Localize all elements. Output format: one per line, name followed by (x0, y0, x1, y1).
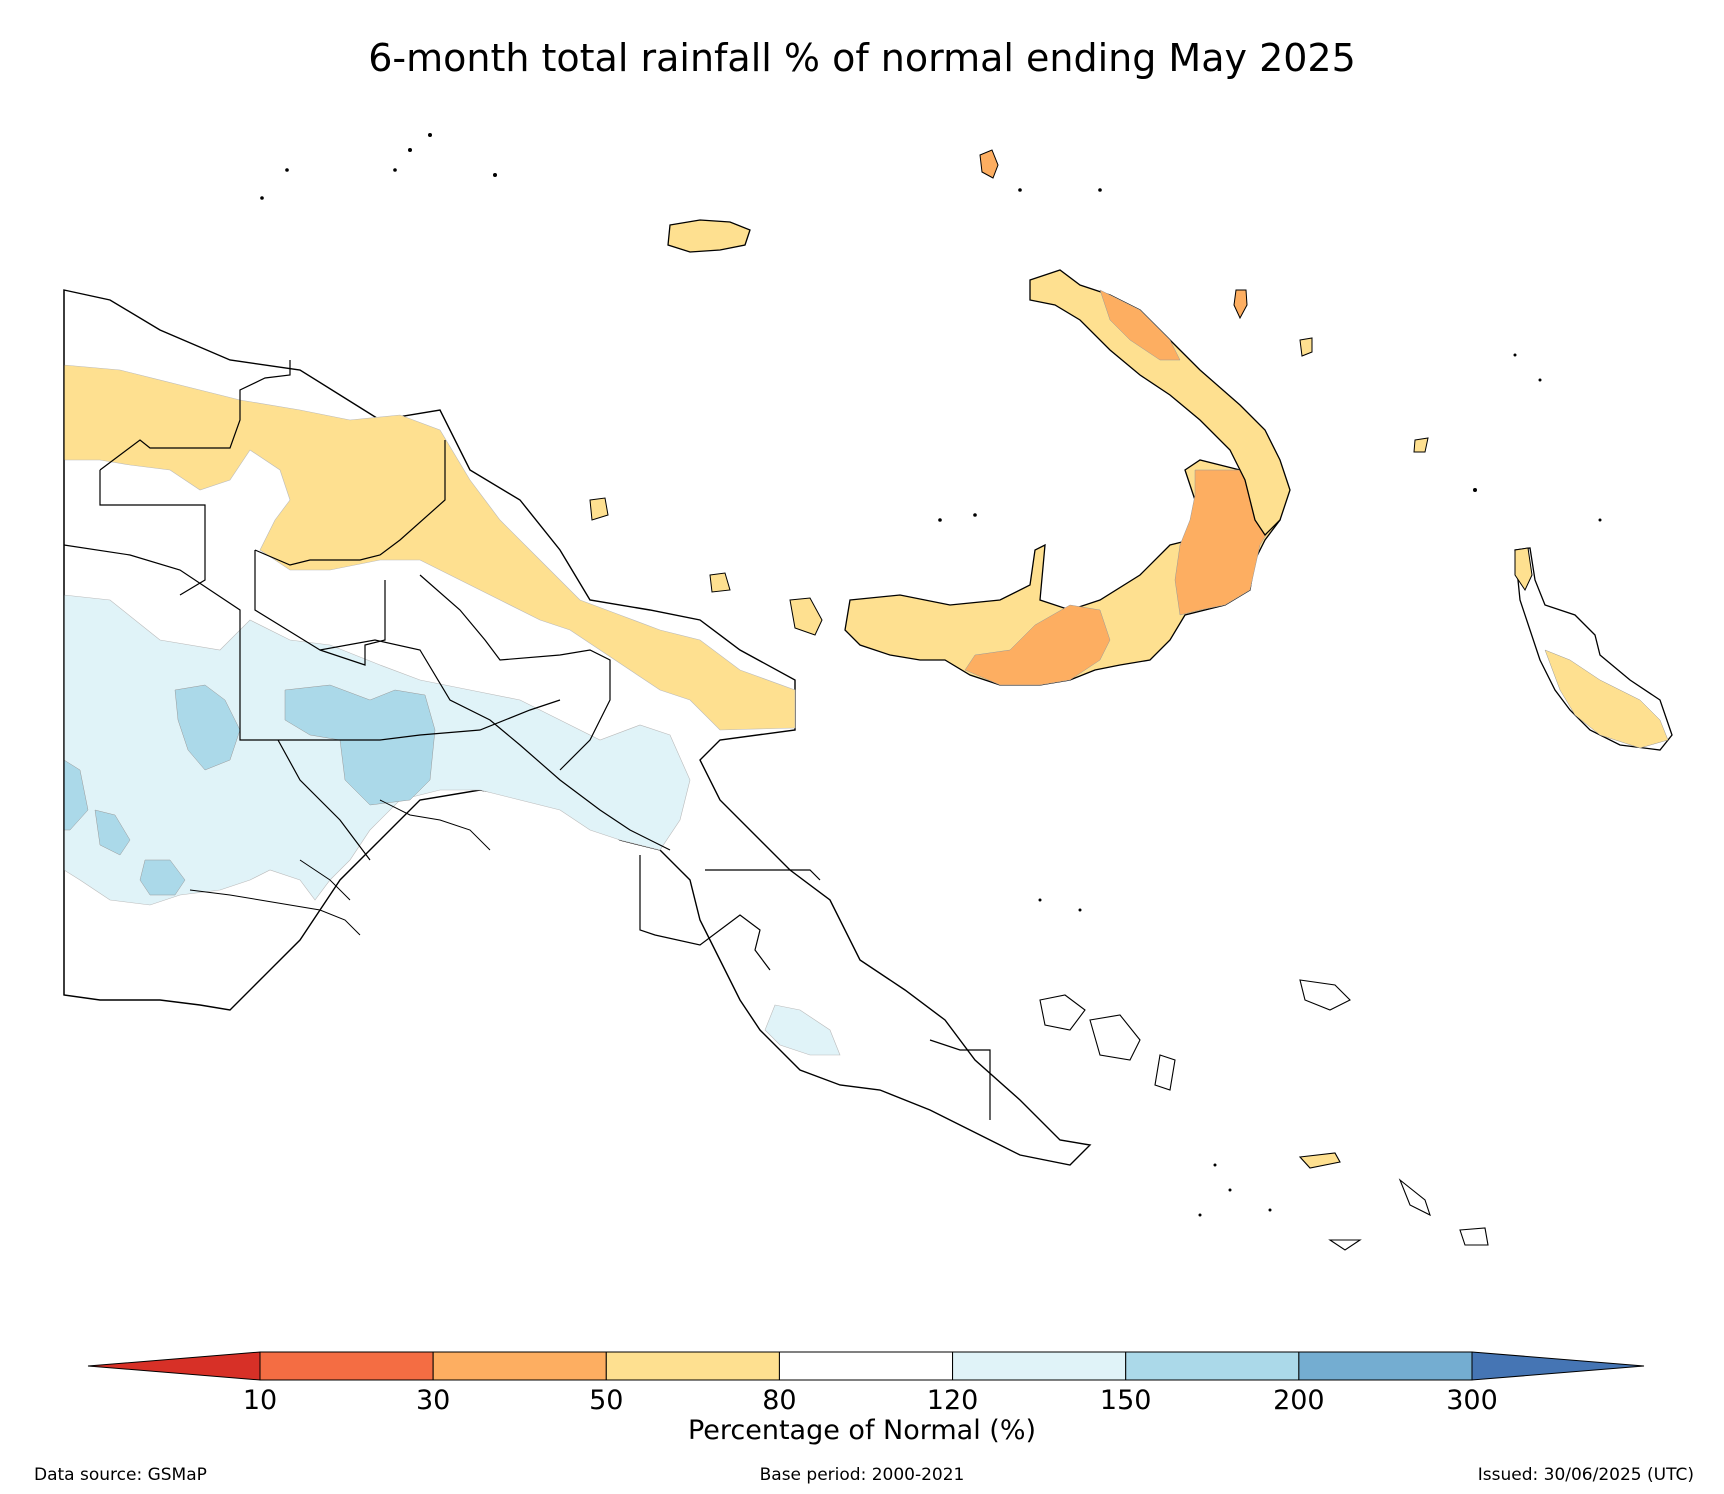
bougainville (1514, 547, 1673, 751)
ni-zone-30-50 (1099, 289, 1181, 361)
fly-river-delta (189, 799, 491, 936)
woodlark-island (1298, 1152, 1341, 1169)
zone-150-200-b (284, 684, 436, 806)
colorbar-bin (1125, 1351, 1300, 1381)
small-island-5 (589, 497, 609, 521)
map-title: 6-month total rainfall % of normal endin… (368, 36, 1356, 80)
colorbar-tick-label: 150 (1099, 1385, 1152, 1416)
issued-date: Issued: 30/06/2025 (UTC) (1477, 1465, 1694, 1485)
colorbar-tick-label: 300 (1446, 1385, 1498, 1416)
small-island-7 (789, 597, 823, 636)
new-britain-outline (844, 459, 1286, 686)
nb-zone-30-50-b (964, 604, 1111, 686)
colorbar-tick-label: 200 (1273, 1385, 1325, 1416)
colorbar-under-triangle (87, 1351, 261, 1381)
colorbar-bin (1298, 1351, 1473, 1381)
small-island-2 (1233, 289, 1248, 320)
colorbar-bin (952, 1351, 1127, 1381)
colorbar-bin (778, 1351, 954, 1381)
small-island-1 (979, 149, 999, 179)
new-ireland (1029, 269, 1291, 537)
province-boundaries (63, 360, 991, 1120)
zone-150-200-d (94, 809, 131, 856)
milne-bay-islands (1039, 979, 1489, 1251)
colorbar-tick-label: 10 (242, 1385, 278, 1416)
manus-island (667, 219, 751, 253)
colorbar-tick-label: 120 (926, 1385, 979, 1416)
colorbar-tick-label: 30 (415, 1385, 451, 1416)
colorbar-bin (605, 1351, 780, 1381)
colorbar-over-triangle (1471, 1351, 1645, 1381)
data-source: Data source: GSMaP (34, 1465, 207, 1485)
colorbar-tick-label: 80 (762, 1385, 797, 1416)
colorbar-title: Percentage of Normal (%) (687, 1415, 1037, 1446)
zone-150-200-e (139, 859, 186, 896)
small-island-3 (1299, 337, 1313, 357)
colorbar-tick-label: 50 (589, 1385, 624, 1416)
colorbar-bin (259, 1351, 434, 1381)
colorbar-bins (259, 1351, 1473, 1381)
zone-north-50-80 (63, 364, 796, 731)
zone-150-200-a (174, 684, 241, 771)
buka-island (1514, 547, 1533, 592)
bougainville-50-80 (1544, 649, 1669, 749)
small-island-4 (1413, 437, 1429, 453)
small-island-6 (709, 572, 731, 593)
zone-se-120-150 (764, 1004, 841, 1056)
islets (260, 133, 1602, 1217)
mainland (63, 289, 1092, 1166)
colorbar-bin (432, 1351, 607, 1381)
base-period: Base period: 2000-2021 (759, 1465, 965, 1485)
